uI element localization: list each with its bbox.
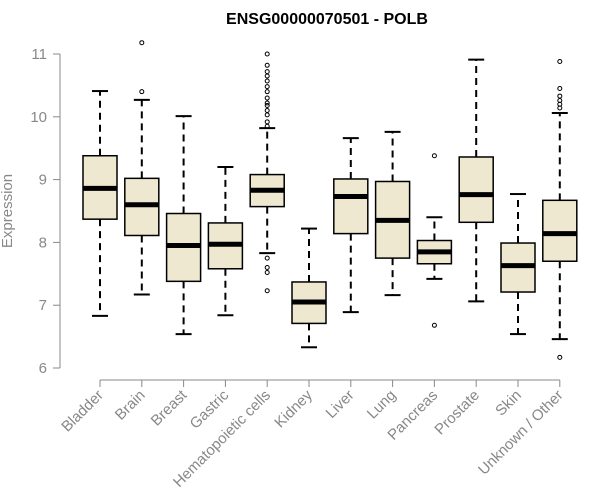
box-group-lung xyxy=(374,130,411,297)
outlier-point xyxy=(264,78,270,84)
x-tick-label: Breast xyxy=(148,386,191,429)
box xyxy=(542,199,578,262)
outlier-point xyxy=(431,322,437,328)
outlier-point xyxy=(264,288,270,294)
outlier-point xyxy=(264,62,270,68)
x-tick-label: Prostate xyxy=(431,387,483,439)
y-tick-label: 7 xyxy=(39,297,47,314)
x-tick-label: Liver xyxy=(323,387,358,422)
outlier-point xyxy=(557,93,563,99)
outlier-point xyxy=(264,95,270,101)
outlier-point xyxy=(264,102,270,108)
outlier-point xyxy=(264,270,270,276)
outlier-point xyxy=(557,354,563,360)
box-group-hematopoietic-cells xyxy=(249,51,285,294)
outlier-point xyxy=(264,119,270,125)
box xyxy=(458,156,494,224)
box-group-breast xyxy=(165,115,202,336)
y-tick-label: 8 xyxy=(39,234,47,251)
outlier-point xyxy=(264,100,270,106)
y-axis-label: Expression xyxy=(0,174,16,248)
box-group-brain xyxy=(124,40,160,296)
outlier-point xyxy=(264,108,270,114)
y-tick-label: 6 xyxy=(39,360,47,377)
outlier-point xyxy=(139,89,145,95)
x-tick-label: Brain xyxy=(112,387,149,424)
outlier-point xyxy=(264,89,270,95)
x-tick-label: Skin xyxy=(492,387,525,420)
plot-area xyxy=(82,40,578,360)
y-tick-label: 11 xyxy=(31,46,47,63)
box-group-liver xyxy=(333,137,369,314)
outlier-point xyxy=(264,51,270,57)
box-group-gastric xyxy=(207,166,244,317)
outlier-point xyxy=(264,265,270,271)
y-tick-label: 10 xyxy=(30,109,47,126)
box-group-unknown-other xyxy=(542,59,578,360)
box-group-pancreas xyxy=(416,153,453,328)
box-group-prostate xyxy=(458,58,494,303)
x-tick-label: Kidney xyxy=(271,386,316,431)
chart-title: ENSG00000070501 - POLB xyxy=(226,11,428,28)
outlier-point xyxy=(264,69,270,75)
outlier-point xyxy=(557,86,563,92)
box-group-skin xyxy=(500,193,536,336)
outlier-point xyxy=(264,112,270,118)
x-tick-label: Lung xyxy=(364,387,400,423)
outlier-point xyxy=(264,84,270,90)
box-group-bladder xyxy=(82,90,118,317)
outlier-point xyxy=(139,40,145,46)
y-tick-label: 9 xyxy=(39,172,47,189)
box-group-kidney xyxy=(291,227,327,349)
outlier-point xyxy=(557,59,563,65)
outlier-point xyxy=(431,153,437,159)
outlier-point xyxy=(264,73,270,79)
outlier-point xyxy=(264,255,270,261)
box xyxy=(333,178,369,235)
x-tick-label: Bladder xyxy=(58,387,107,436)
